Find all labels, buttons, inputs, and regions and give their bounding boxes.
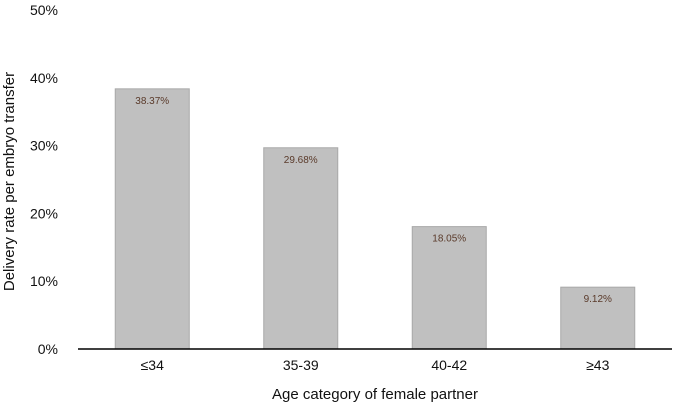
y-tick-label: 50% bbox=[30, 2, 58, 18]
x-axis-title: Age category of female partner bbox=[272, 386, 478, 403]
bar-data-label: 29.68% bbox=[284, 155, 318, 166]
bar-data-label: 9.12% bbox=[584, 294, 612, 305]
bar bbox=[560, 286, 636, 350]
bar-data-label: 18.05% bbox=[432, 234, 466, 245]
bar bbox=[411, 226, 487, 350]
x-tick-label: ≥43 bbox=[586, 357, 609, 373]
bars: 38.37% 29.68% 18.05% 9.12% bbox=[114, 88, 636, 350]
bar-data-label: 38.37% bbox=[135, 96, 169, 107]
x-tick-label: ≤34 bbox=[141, 357, 164, 373]
y-tick-label: 0% bbox=[38, 341, 58, 357]
y-tick-label: 20% bbox=[30, 205, 58, 221]
x-axis-ticks: ≤34 35-39 40-42 ≥43 bbox=[141, 357, 610, 373]
y-tick-label: 30% bbox=[30, 138, 58, 154]
y-tick-label: 10% bbox=[30, 273, 58, 289]
bar bbox=[114, 88, 190, 350]
y-axis-ticks: 0% 10% 20% 30% 40% 50% bbox=[30, 2, 58, 357]
y-tick-label: 40% bbox=[30, 70, 58, 86]
y-axis-title: Delivery rate per embryo transfer bbox=[1, 72, 18, 291]
bar bbox=[263, 147, 339, 350]
x-tick-label: 35-39 bbox=[283, 357, 319, 373]
x-tick-label: 40-42 bbox=[431, 357, 467, 373]
